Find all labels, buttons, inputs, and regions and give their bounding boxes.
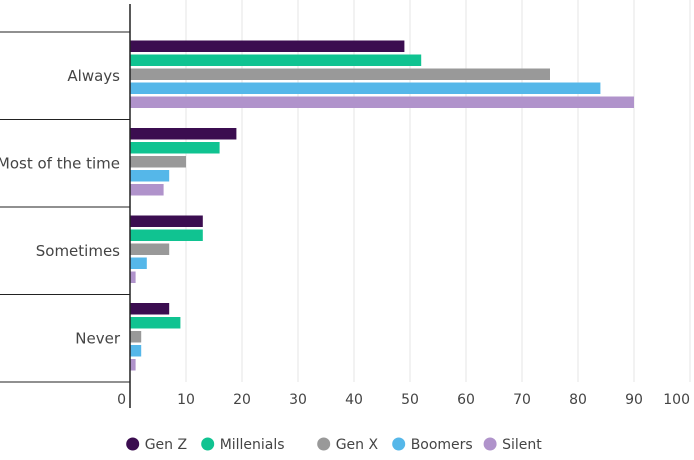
bar-boomers-never (130, 345, 142, 357)
x-tick-label: 100 (663, 392, 690, 408)
bar-gen-z-never (130, 303, 170, 315)
legend: Gen Z Millenials Gen X Boomers Silent (126, 437, 542, 453)
x-tick-label: 0 (117, 392, 126, 408)
category-label: Sometimes (36, 242, 120, 260)
bar-gen-x-most-of-the-time (130, 156, 186, 168)
x-tick-label: 50 (401, 392, 419, 408)
bar-boomers-sometimes (130, 257, 147, 269)
category-separators (0, 31, 130, 383)
category-label: Never (75, 329, 121, 347)
bar-gen-x-always (130, 68, 550, 80)
x-tick-label: 90 (625, 392, 643, 408)
legend-item-gen-z: Gen Z (126, 437, 187, 453)
bar-millenials-always (130, 54, 422, 66)
bar-gen-x-sometimes (130, 243, 170, 255)
legend-swatch (201, 437, 215, 451)
bar-silent-sometimes (130, 271, 136, 283)
bar-silent-always (130, 96, 634, 108)
category-label: Most of the time (0, 154, 120, 172)
legend-label: Millenials (220, 437, 285, 453)
legend-item-gen-x: Gen X (317, 437, 378, 453)
bar-boomers-most-of-the-time (130, 170, 170, 182)
x-tick-label: 80 (569, 392, 587, 408)
legend-swatch (126, 437, 140, 451)
bar-silent-most-of-the-time (130, 184, 164, 196)
x-tick-label: 60 (457, 392, 475, 408)
category-label: Always (67, 67, 120, 85)
legend-item-boomers: Boomers (392, 437, 473, 453)
legend-swatch (483, 437, 497, 451)
legend-swatch (392, 437, 406, 451)
bar-millenials-never (130, 317, 181, 329)
category-labels: Always Most of the time Sometimes Never (0, 67, 121, 348)
x-tick-label: 20 (233, 392, 251, 408)
bar-gen-x-never (130, 331, 142, 343)
bar-millenials-most-of-the-time (130, 142, 220, 154)
x-tick-label: 10 (177, 392, 195, 408)
bar-millenials-sometimes (130, 229, 203, 241)
legend-item-millenials: Millenials (201, 437, 285, 453)
legend-label: Gen X (336, 437, 379, 453)
legend-label: Silent (502, 437, 542, 453)
bar-boomers-always (130, 82, 601, 94)
x-tick-labels: 0 10 20 30 40 50 60 70 80 90 100 (117, 392, 690, 408)
bar-silent-never (130, 359, 136, 371)
legend-swatch (317, 437, 331, 451)
legend-label: Boomers (411, 437, 473, 453)
x-tick-label: 30 (289, 392, 307, 408)
x-tick-label: 70 (513, 392, 531, 408)
bar-gen-z-sometimes (130, 215, 203, 227)
legend-label: Gen Z (145, 437, 187, 453)
x-tick-label: 40 (345, 392, 363, 408)
bar-gen-z-most-of-the-time (130, 128, 237, 140)
legend-item-silent: Silent (483, 437, 542, 453)
bar-gen-z-always (130, 40, 405, 52)
bars (130, 40, 634, 371)
